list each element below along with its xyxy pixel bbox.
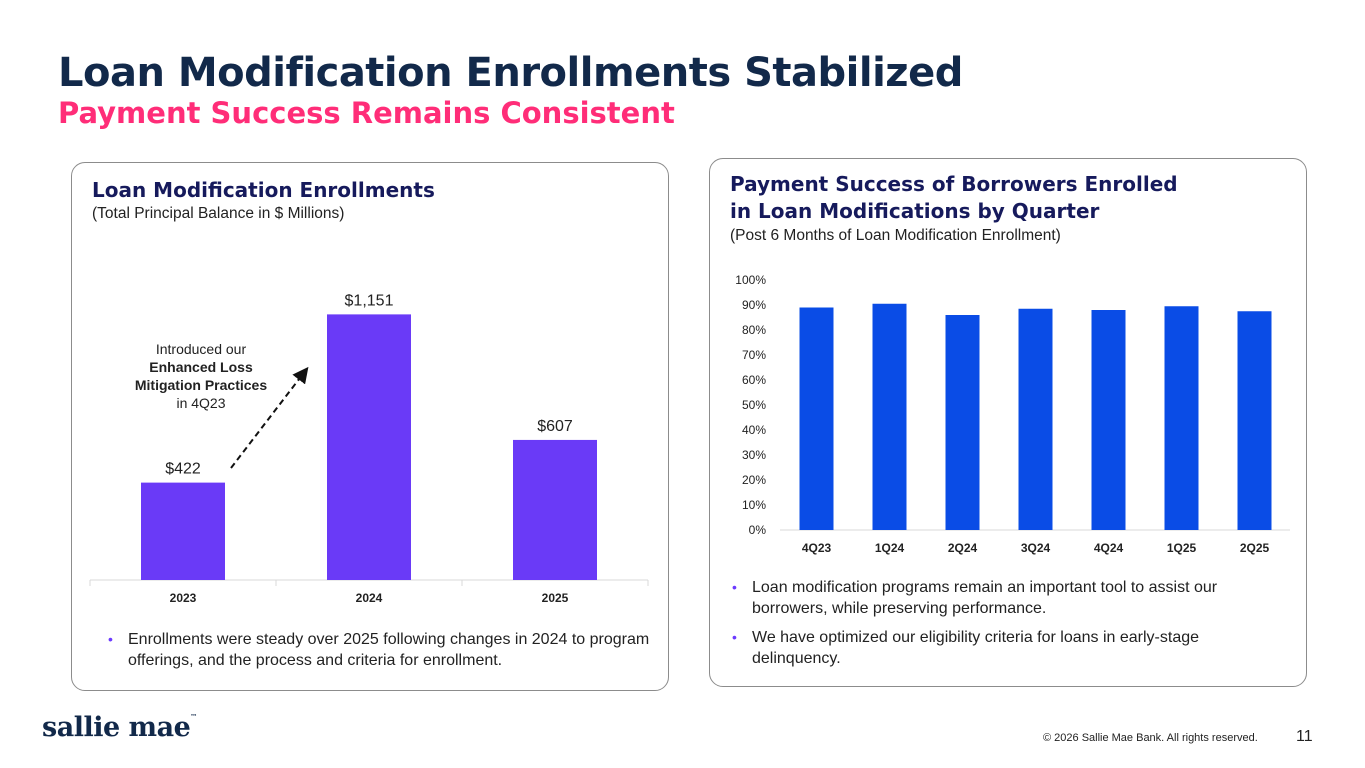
payment-success-panel-note: (Post 6 Months of Loan Modification Enro… xyxy=(730,227,1061,244)
x-tick-label: 3Q24 xyxy=(1021,541,1051,555)
copyright: © 2026 Sallie Mae Bank. All rights reser… xyxy=(1043,732,1258,744)
y-tick-label: 40% xyxy=(742,423,766,437)
payment-success-bullets: • Loan modification programs remain an im… xyxy=(732,577,1277,669)
bullet-text: Enrollments were steady over 2025 follow… xyxy=(128,631,650,669)
page-number: 11 xyxy=(1296,728,1313,745)
bar-3Q24 xyxy=(1018,308,1053,530)
y-tick-label: 80% xyxy=(742,323,766,337)
logo-trademark: ™ xyxy=(190,712,197,721)
enrollments-bullets: • Enrollments were steady over 2025 follo… xyxy=(108,629,653,671)
bar-1Q24 xyxy=(872,303,907,530)
x-tick-label: 2Q25 xyxy=(1240,541,1270,555)
annotation-line-3: Mitigation Practices xyxy=(134,377,268,393)
bullet-icon: • xyxy=(732,579,737,595)
payment-success-title-line-1: Payment Success of Borrowers Enrolled xyxy=(730,172,1178,196)
bar-1Q25 xyxy=(1164,306,1199,530)
sallie-mae-logo: sallie mae™ xyxy=(42,712,197,743)
bullet-text: Loan modification programs remain an imp… xyxy=(752,579,1218,617)
annotation-line-2: Enhanced Loss xyxy=(149,359,253,375)
bar-4Q24 xyxy=(1091,310,1126,530)
list-item: • Loan modification programs remain an im… xyxy=(732,577,1277,619)
bullet-icon: • xyxy=(732,629,737,645)
page-title: Loan Modification Enrollments Stabilized xyxy=(58,50,963,96)
x-tick-label: 2Q24 xyxy=(948,541,978,555)
list-item: • We have optimized our eligibility crite… xyxy=(732,627,1277,669)
x-tick-label: 1Q25 xyxy=(1167,541,1197,555)
x-tick-label: 2023 xyxy=(170,591,197,605)
annotation-line-1: Introduced our xyxy=(155,341,247,357)
x-tick-label: 1Q24 xyxy=(875,541,905,555)
y-tick-label: 90% xyxy=(742,298,766,312)
payment-success-title-line-2: in Loan Modifications by Quarter xyxy=(730,199,1100,223)
page-subtitle: Payment Success Remains Consistent xyxy=(58,96,675,130)
y-tick-label: 100% xyxy=(735,273,766,287)
y-tick-label: 10% xyxy=(742,498,766,512)
x-tick-label: 2024 xyxy=(356,591,383,605)
payment-success-panel-title: Payment Success of Borrowers Enrolled in… xyxy=(730,171,1178,225)
y-tick-label: 50% xyxy=(742,398,766,412)
y-tick-label: 70% xyxy=(742,348,766,362)
bullet-text: We have optimized our eligibility criter… xyxy=(752,629,1200,667)
annotation-callout: Introduced our Enhanced Loss Mitigation … xyxy=(126,340,276,412)
enrollments-panel-title: Loan Modification Enrollments xyxy=(92,178,435,202)
bar-2Q24 xyxy=(945,315,980,530)
annotation-arrow-icon xyxy=(230,366,309,469)
x-tick-label: 2025 xyxy=(542,591,569,605)
y-tick-label: 60% xyxy=(742,373,766,387)
logo-text: sallie mae xyxy=(42,712,191,743)
x-tick-label: 4Q23 xyxy=(802,541,832,555)
bar-4Q23 xyxy=(799,307,834,530)
data-label: $422 xyxy=(165,461,201,478)
data-label: $1,151 xyxy=(345,292,394,309)
list-item: • Enrollments were steady over 2025 follo… xyxy=(108,629,653,671)
annotation-line-4: in 4Q23 xyxy=(176,395,226,411)
x-tick-label: 4Q24 xyxy=(1094,541,1124,555)
bar-2024 xyxy=(327,314,411,580)
enrollments-panel: Loan Modification Enrollments (Total Pri… xyxy=(71,162,669,691)
y-tick-label: 20% xyxy=(742,473,766,487)
y-tick-label: 0% xyxy=(749,523,767,537)
y-tick-label: 30% xyxy=(742,448,766,462)
bar-2023 xyxy=(141,482,225,580)
bar-2Q25 xyxy=(1237,311,1272,530)
data-label: $607 xyxy=(537,418,573,435)
bar-2025 xyxy=(513,439,597,580)
enrollments-panel-note: (Total Principal Balance in $ Millions) xyxy=(92,205,345,222)
bullet-icon: • xyxy=(108,631,113,647)
